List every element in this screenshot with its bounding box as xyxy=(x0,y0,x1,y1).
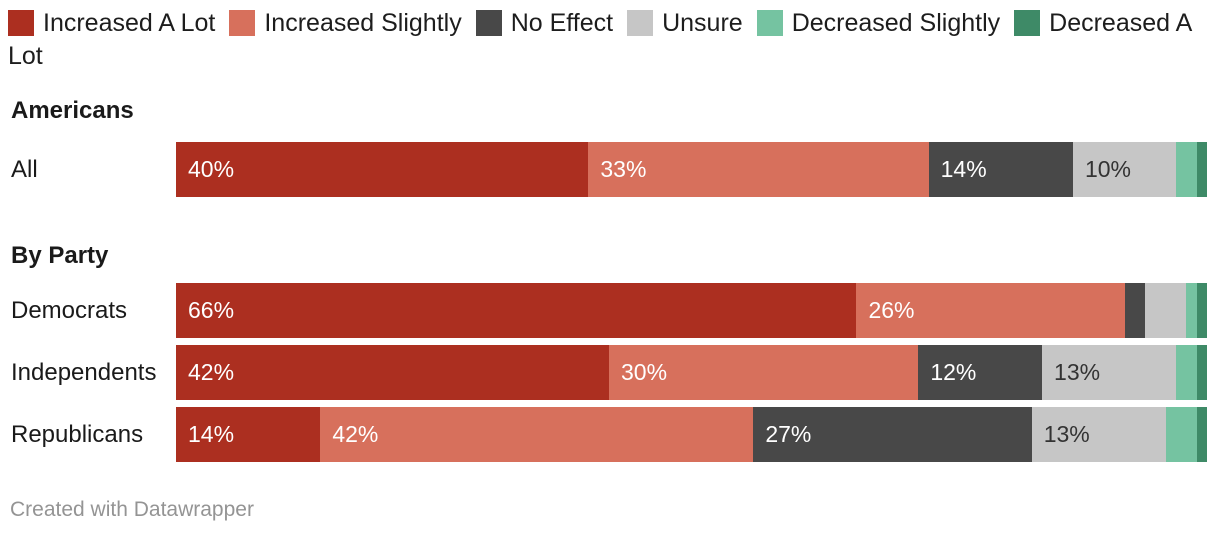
legend-swatch xyxy=(475,10,502,36)
legend-item: Unsure xyxy=(627,9,743,37)
bar-segment: 13% xyxy=(1042,345,1177,400)
bar-value-label: 14% xyxy=(940,156,987,182)
row-label-independents: Independents xyxy=(11,359,157,386)
bar-segment: 14% xyxy=(928,142,1073,197)
bar-value-label: 30% xyxy=(621,359,668,385)
legend-swatch xyxy=(8,10,34,36)
row-label-republicans: Republicans xyxy=(11,421,144,448)
bar-value-label: 42% xyxy=(188,359,235,385)
bar-segment xyxy=(1165,407,1197,462)
bar-value-label: 14% xyxy=(188,421,235,447)
legend-item: Decreased Slightly xyxy=(756,9,1000,37)
legend: Increased A Lot Increased Slightly No Effe… xyxy=(8,7,1212,73)
bar-value-label: 42% xyxy=(332,421,379,447)
datawrapper-credit-link[interactable]: Created with Datawrapper xyxy=(10,498,254,521)
bar-segment xyxy=(1176,345,1197,400)
bar-value-label: 13% xyxy=(1043,421,1090,447)
bar-segment: 42% xyxy=(320,407,754,462)
bar-segment: 30% xyxy=(609,345,919,400)
bar-independents: 42% 30% 12% 13% xyxy=(176,345,1207,400)
legend-swatch xyxy=(756,10,783,36)
bar-segment xyxy=(1124,283,1146,338)
bar-segment xyxy=(1196,283,1207,338)
bar-value-label: 40% xyxy=(188,156,235,182)
bar-segment: 40% xyxy=(176,142,589,197)
bar-segment xyxy=(1176,142,1197,197)
bar-segment: 66% xyxy=(176,283,857,338)
section-header-americans: Americans xyxy=(11,97,134,124)
bar-segment: 27% xyxy=(753,407,1032,462)
row-label-democrats: Democrats xyxy=(11,297,128,324)
bar-segment: 13% xyxy=(1031,407,1166,462)
legend-item: Increased Slightly xyxy=(229,9,462,37)
bar-value-label: 26% xyxy=(868,297,915,323)
bar-republicans: 14% 42% 27% 13% xyxy=(176,407,1207,462)
legend-item: Increased A Lot xyxy=(8,9,215,37)
legend-item: No Effect xyxy=(475,9,613,37)
section-header-by-party: By Party xyxy=(11,242,109,269)
legend-item: Decreased A Lot xyxy=(8,9,1191,70)
bar-segment: 12% xyxy=(918,345,1043,400)
bar-segment: 14% xyxy=(176,407,321,462)
bar-segment xyxy=(1196,142,1207,197)
bar-value-label: 66% xyxy=(188,297,235,323)
bar-segment: 26% xyxy=(856,283,1125,338)
bar-segment: 33% xyxy=(588,142,929,197)
bar-value-label: 27% xyxy=(765,421,812,447)
bar-segment xyxy=(1196,407,1207,462)
bar-segment: 10% xyxy=(1072,142,1177,197)
bar-segment xyxy=(1186,283,1197,338)
legend-swatch xyxy=(229,10,256,36)
row-label-all: All xyxy=(11,156,38,183)
bar-segment: 42% xyxy=(176,345,610,400)
legend-swatch xyxy=(627,10,654,36)
bar-value-label: 12% xyxy=(930,359,977,385)
bar-segment xyxy=(1145,283,1187,338)
bar-democrats: 66% 26% xyxy=(176,283,1207,338)
bar-value-label: 10% xyxy=(1084,156,1131,182)
bar-value-label: 33% xyxy=(600,156,647,182)
bar-segment xyxy=(1196,345,1207,400)
legend-swatch xyxy=(1014,10,1041,36)
bar-value-label: 13% xyxy=(1054,359,1101,385)
bar-all: 40% 33% 14% 10% xyxy=(176,142,1207,197)
